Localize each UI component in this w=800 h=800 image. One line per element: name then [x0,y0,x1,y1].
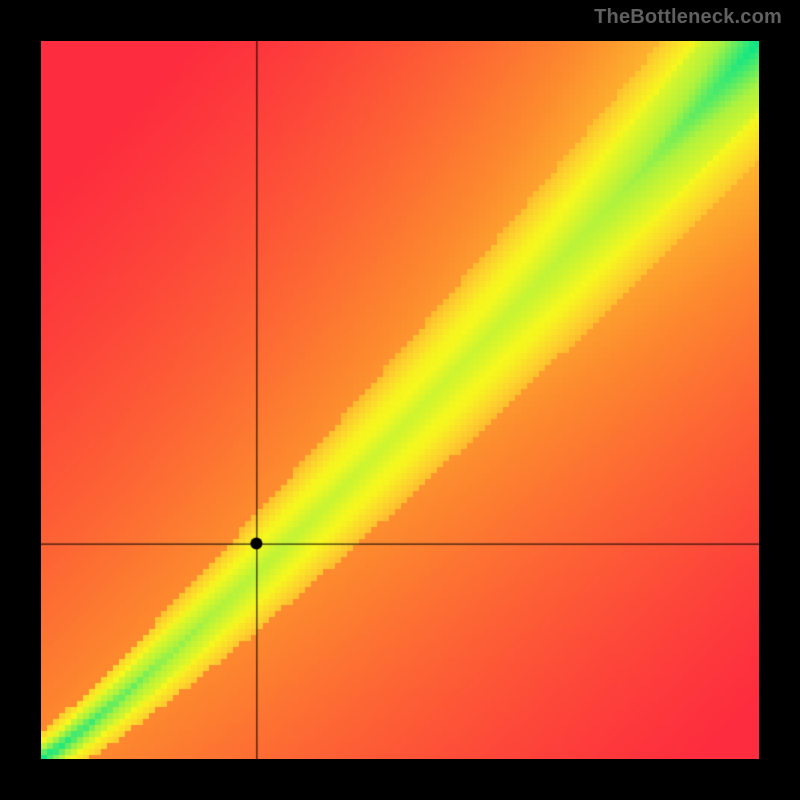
bottleneck-heatmap [41,41,759,759]
watermark-text: TheBottleneck.com [594,6,782,29]
chart-frame: TheBottleneck.com [0,0,800,800]
